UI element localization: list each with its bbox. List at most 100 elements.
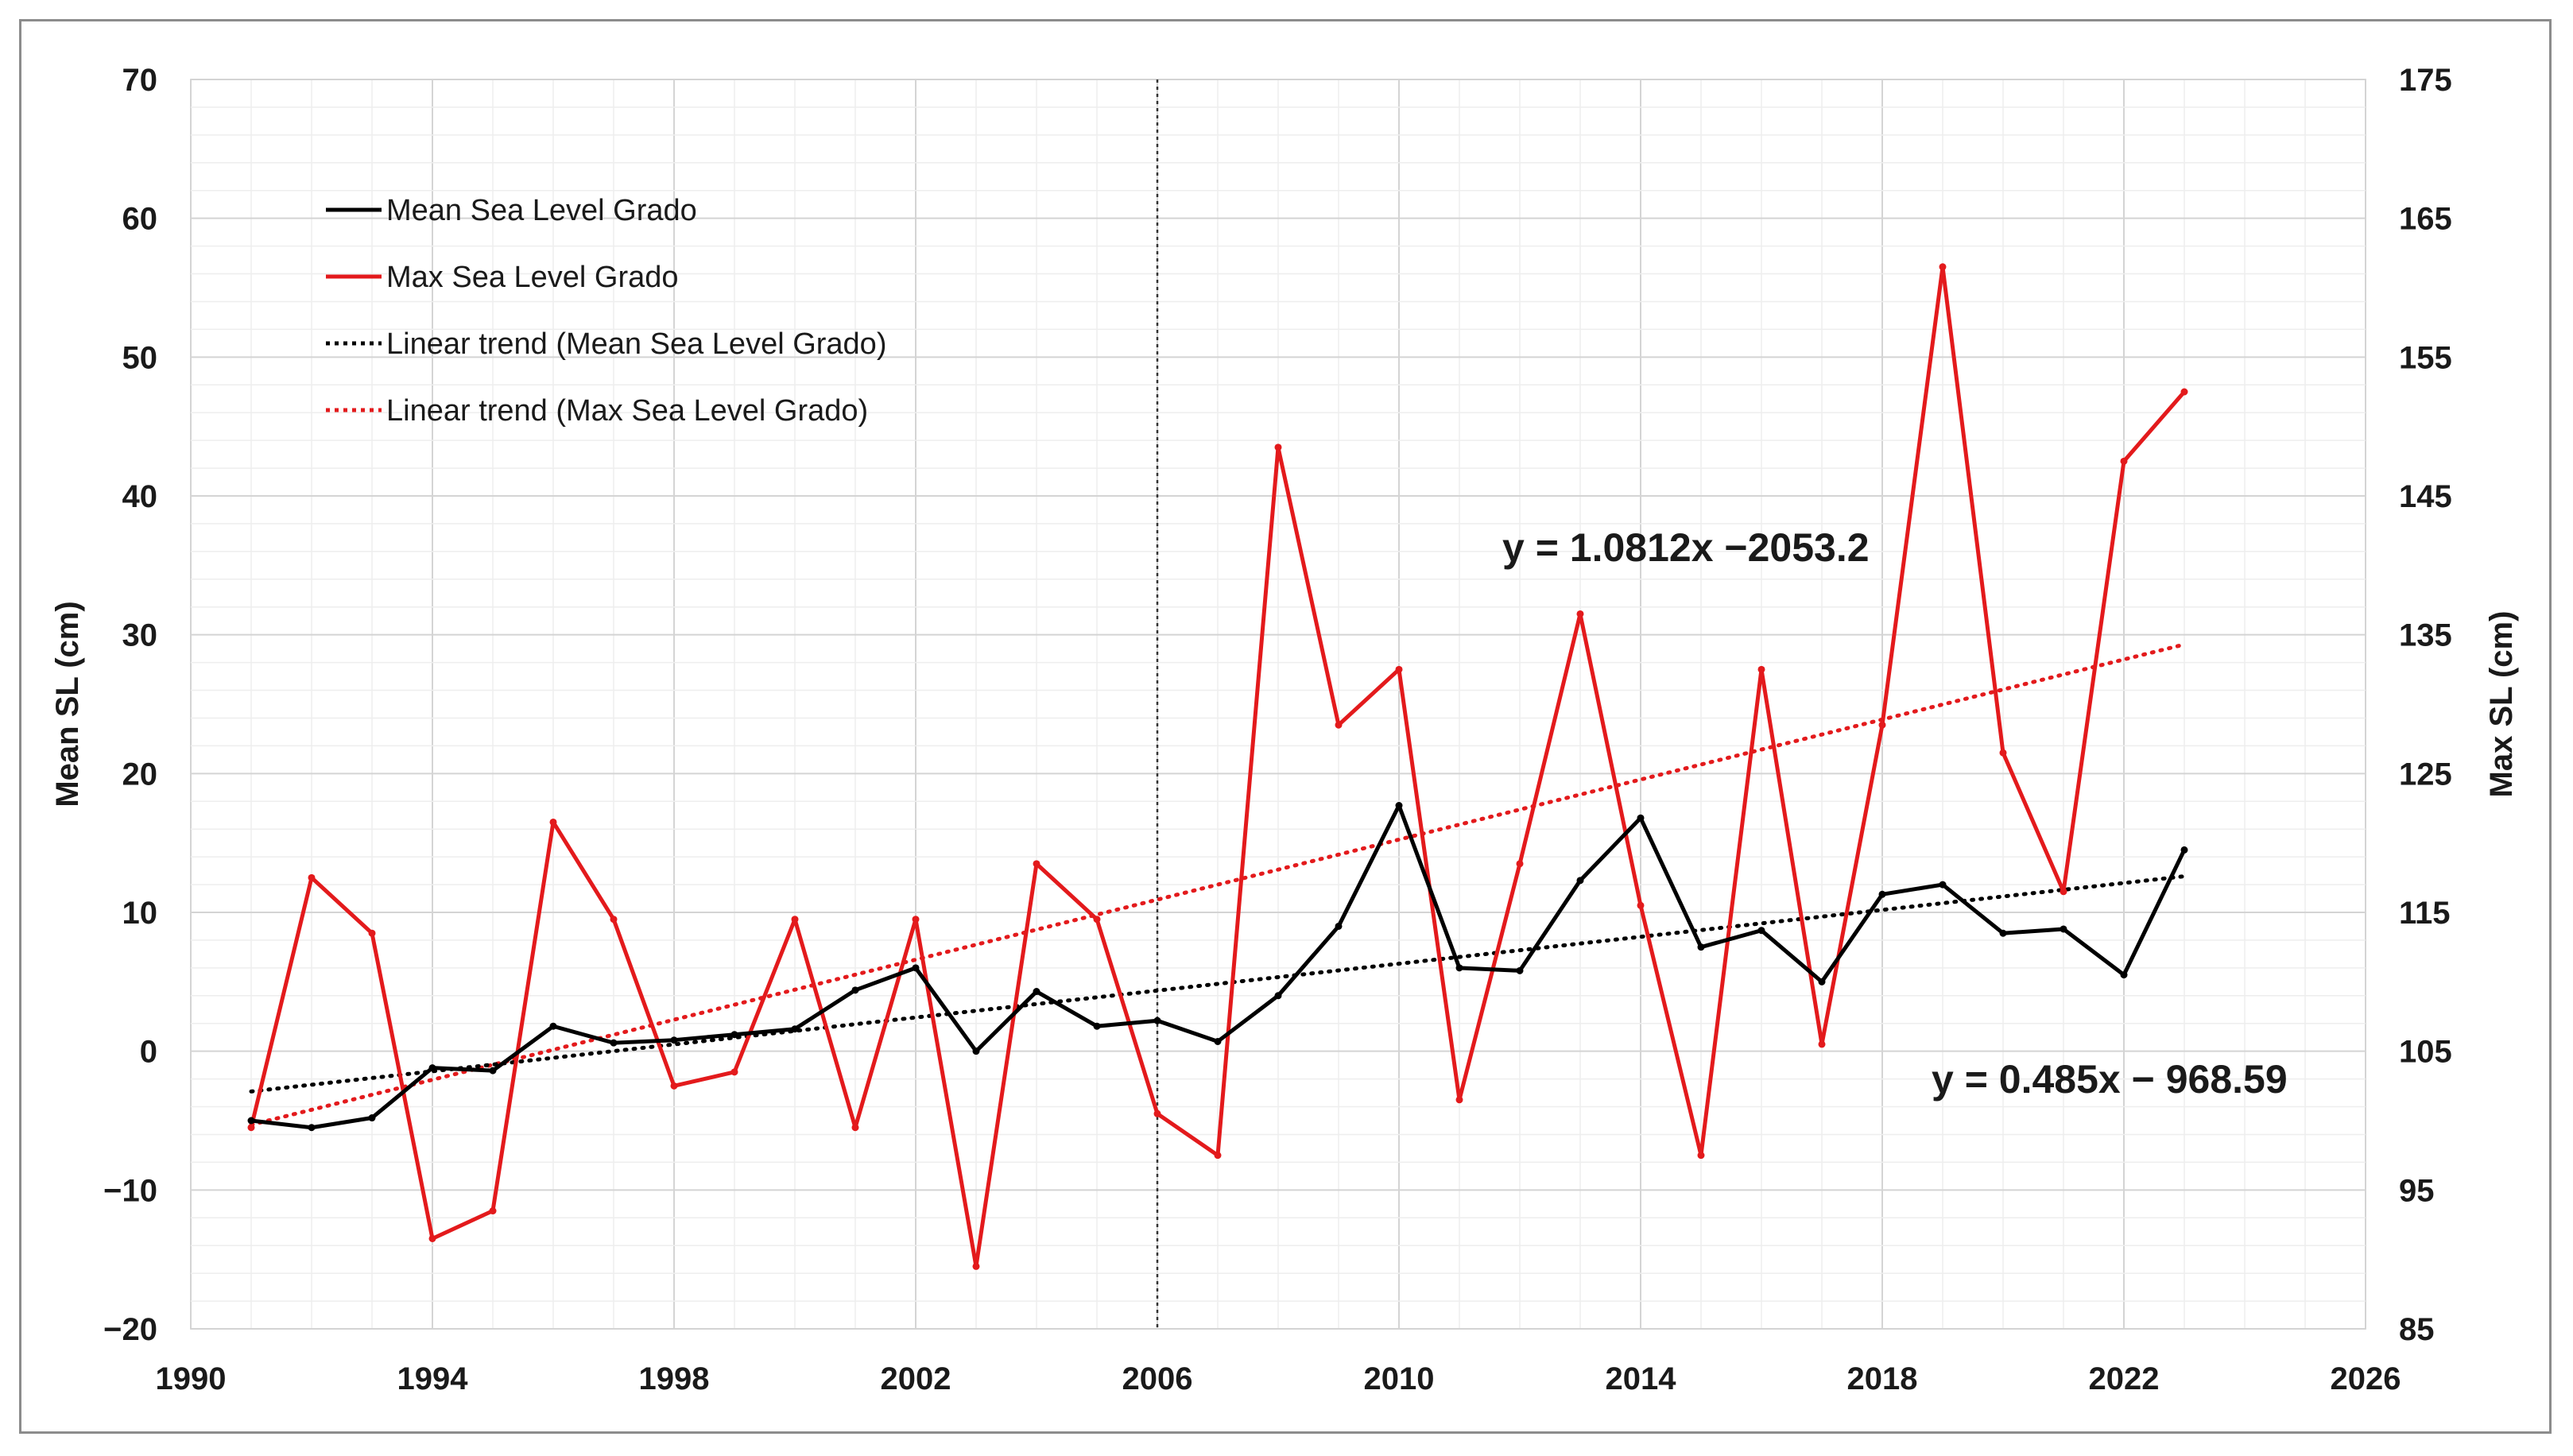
y-left-tick-label: −20: [103, 1312, 157, 1347]
y-right-tick-label: 175: [2399, 63, 2452, 98]
data-point: [2060, 888, 2067, 896]
legend-label-mean-trend: Linear trend (Mean Sea Level Grado): [386, 327, 886, 361]
x-tick-label: 2010: [1364, 1361, 1435, 1396]
y-left-tick-label: 10: [122, 896, 158, 931]
data-point: [1395, 665, 1403, 673]
y-right-tick-label: 155: [2399, 340, 2452, 375]
data-point: [2120, 457, 2128, 465]
data-point: [1697, 1152, 1705, 1160]
data-point: [1637, 901, 1645, 909]
data-point: [2180, 846, 2188, 854]
y-right-axis-ticks: 175 165 155 145 135 125 115 105 95 85: [2399, 63, 2452, 1347]
data-point: [1516, 966, 1524, 974]
data-point: [428, 1064, 436, 1072]
data-point: [308, 873, 316, 881]
data-point: [1576, 877, 1584, 885]
data-point: [1455, 1096, 1463, 1104]
x-tick-label: 2022: [2089, 1361, 2160, 1396]
data-point: [670, 1036, 678, 1044]
data-point: [791, 1025, 799, 1033]
mean-trend-equation: y = 0.485x − 968.59: [1932, 1057, 2288, 1102]
data-point: [2180, 388, 2188, 396]
data-point: [610, 916, 618, 924]
data-point: [368, 1114, 376, 1122]
data-point: [1878, 721, 1886, 729]
data-point: [791, 916, 799, 924]
data-point: [1516, 860, 1524, 868]
y-right-tick-label: 95: [2399, 1173, 2435, 1208]
data-point: [428, 1234, 436, 1242]
data-point: [972, 1262, 980, 1270]
y-right-tick-label: 165: [2399, 202, 2452, 237]
data-point: [912, 964, 920, 972]
data-point: [1093, 1022, 1101, 1030]
x-tick-label: 1990: [156, 1361, 227, 1396]
data-point: [1697, 943, 1705, 951]
data-point: [1999, 749, 2007, 757]
y-left-axis-ticks: 70 60 50 40 30 20 10 0 −10 −20: [103, 63, 157, 1347]
data-point: [1093, 916, 1101, 924]
y-left-tick-label: −10: [103, 1173, 157, 1208]
data-point: [851, 986, 859, 994]
data-point: [851, 1124, 859, 1132]
max-trend-equation: y = 1.0812x −2053.2: [1502, 525, 1870, 570]
data-point: [489, 1207, 497, 1215]
data-point: [1274, 443, 1282, 451]
series-line-linear-trend-mean-sea-level-grado: [249, 874, 2187, 1094]
data-point: [1033, 860, 1040, 868]
data-point: [730, 1068, 738, 1076]
y-right-tick-label: 105: [2399, 1035, 2452, 1070]
data-point: [1214, 1152, 1222, 1160]
y-right-tick-label: 85: [2399, 1312, 2435, 1347]
data-point: [549, 1022, 557, 1030]
x-tick-label: 2006: [1122, 1361, 1193, 1396]
data-point: [1153, 1109, 1161, 1117]
data-point: [670, 1082, 678, 1090]
x-tick-label: 2018: [1847, 1361, 1918, 1396]
legend: Mean Sea Level Grado Max Sea Level Grado…: [326, 194, 886, 428]
data-point: [1153, 1016, 1161, 1024]
data-point: [1939, 881, 1947, 889]
data-point: [912, 916, 920, 924]
y-left-tick-label: 50: [122, 340, 158, 375]
legend-label-max: Max Sea Level Grado: [386, 261, 679, 294]
data-point: [1576, 610, 1584, 618]
data-point: [1637, 814, 1645, 822]
data-point: [1757, 927, 1765, 935]
x-tick-label: 2014: [1606, 1361, 1677, 1396]
y-right-tick-label: 145: [2399, 479, 2452, 514]
chart-frame: [19, 19, 2552, 1434]
data-point: [1274, 992, 1282, 1000]
y-left-tick-label: 0: [140, 1035, 157, 1070]
data-point: [549, 818, 557, 826]
data-point: [1395, 802, 1403, 810]
series-line-linear-trend-max-sea-level-grado: [249, 642, 2187, 1127]
data-point: [1335, 922, 1343, 930]
data-point: [1033, 988, 1040, 996]
data-point: [1939, 263, 1947, 271]
y-right-tick-label: 115: [2399, 896, 2451, 931]
x-tick-label: 1994: [397, 1361, 469, 1396]
x-tick-label: 2002: [881, 1361, 951, 1396]
data-point: [368, 929, 376, 937]
data-point: [972, 1047, 980, 1055]
data-point: [1999, 929, 2007, 937]
x-tick-label: 2026: [2331, 1361, 2401, 1396]
data-point: [1335, 721, 1343, 729]
data-point: [489, 1067, 497, 1075]
data-point: [1757, 665, 1765, 673]
data-point: [247, 1124, 255, 1132]
data-point: [247, 1117, 255, 1125]
data-point: [730, 1031, 738, 1039]
x-axis-ticks: 1990 1994 1998 2002 2006 2010 2014 2018 2022 2026: [156, 1361, 2401, 1396]
data-point: [1818, 978, 1826, 986]
y-left-tick-label: 20: [122, 757, 158, 792]
y-left-tick-label: 40: [122, 479, 158, 514]
legend-label-max-trend: Linear trend (Max Sea Level Grado): [386, 394, 868, 428]
y-left-tick-label: 30: [122, 618, 158, 653]
y-right-tick-label: 135: [2399, 618, 2452, 653]
y-right-axis-title: Max SL (cm): [2484, 611, 2519, 798]
y-left-tick-label: 70: [122, 63, 158, 98]
y-right-tick-label: 125: [2399, 757, 2452, 792]
